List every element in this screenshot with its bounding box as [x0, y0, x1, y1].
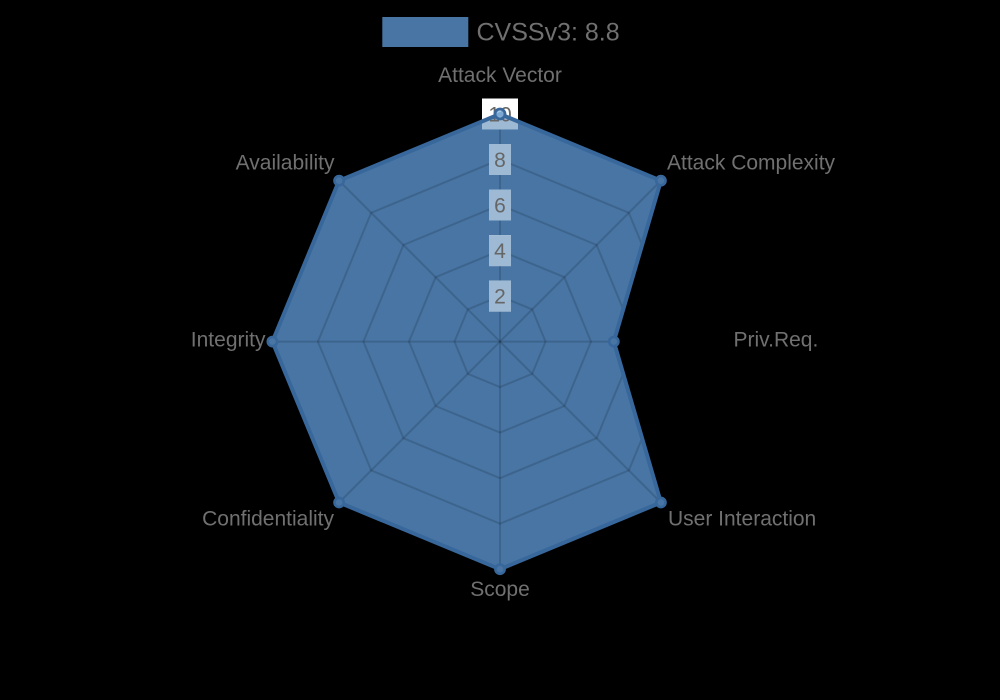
svg-text:Priv.Req.: Priv.Req. — [734, 329, 819, 352]
svg-text:Scope: Scope — [470, 578, 530, 601]
svg-text:Availability: Availability — [236, 152, 335, 175]
svg-text:2: 2 — [494, 286, 506, 309]
svg-text:CVSSv3: 8.8: CVSSv3: 8.8 — [477, 19, 620, 47]
svg-text:Attack Vector: Attack Vector — [438, 64, 562, 87]
svg-text:Integrity: Integrity — [191, 329, 266, 352]
svg-text:4: 4 — [494, 240, 506, 263]
svg-text:User Interaction: User Interaction — [668, 508, 816, 531]
svg-text:8: 8 — [494, 149, 506, 172]
svg-text:Attack Complexity: Attack Complexity — [667, 152, 836, 175]
svg-text:6: 6 — [494, 195, 506, 218]
svg-text:Confidentiality: Confidentiality — [202, 508, 334, 531]
